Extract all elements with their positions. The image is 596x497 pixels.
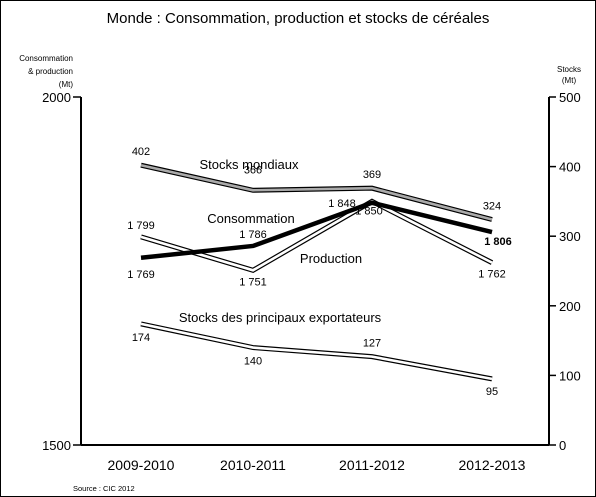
right-tick-label-1: 100: [559, 368, 581, 383]
source-note: Source : CIC 2012: [73, 484, 135, 493]
series-consommation: [140, 200, 493, 261]
line-consommation: [140, 200, 493, 261]
data-label-stocks-mondiaux-2: 369: [363, 169, 381, 181]
axes: 1500 2000 0 100 200 300 400 500 2009-2010 2010-20…: [42, 90, 581, 473]
right-tick-label-0: 0: [559, 438, 566, 453]
left-axis-label-line-2: & production: [28, 67, 73, 76]
data-label-consommation-1: 1 786: [239, 229, 267, 241]
right-tick-label-3: 300: [559, 229, 581, 244]
data-label-consommation-3: 1 806: [484, 236, 512, 248]
left-tick-label-0: 1500: [42, 438, 71, 453]
right-tick-label-5: 500: [559, 90, 581, 105]
left-axis-label-line-3: (Mt): [59, 80, 74, 89]
series-layer: [140, 162, 494, 382]
series-stocks-mondiaux: [140, 162, 493, 222]
x-tick-label-0: 2009-2010: [108, 457, 175, 473]
left-axis-label-line-1: Consommation: [19, 54, 73, 63]
x-tick-label-3: 2012-2013: [459, 457, 526, 473]
data-label-stocks-exportateurs-1: 140: [244, 356, 262, 368]
right-axis-label-line-1: Stocks: [557, 65, 581, 74]
data-label-consommation-0: 1 769: [127, 269, 155, 281]
right-axis-label-line-2: (Mt): [562, 76, 577, 85]
right-axis-label: Stocks (Mt): [557, 65, 581, 85]
right-tick-label-4: 400: [559, 160, 581, 175]
left-tick-label-1: 2000: [42, 90, 71, 105]
data-label-production-1: 1 751: [239, 276, 267, 288]
series-name-stocks-exportateurs: Stocks des principaux exportateurs: [179, 310, 382, 325]
series-stocks-exportateurs: [140, 321, 493, 382]
x-tick-label-1: 2010-2011: [220, 457, 286, 473]
data-label-production-2: 1 850: [355, 205, 383, 217]
line-stocks-mondiaux-fill: [140, 163, 493, 221]
data-label-stocks-mondiaux-1: 366: [244, 164, 262, 176]
series-name-stocks-mondiaux: Stocks mondiaux: [200, 157, 299, 172]
series-name-production: Production: [300, 251, 362, 266]
line-stocks-mondiaux-outline: [140, 162, 493, 222]
x-tick-label-2: 2011-2012: [339, 457, 405, 473]
data-label-stocks-mondiaux-3: 324: [483, 200, 501, 212]
data-label-stocks-exportateurs-0: 174: [132, 332, 150, 344]
data-label-stocks-mondiaux-0: 402: [132, 146, 150, 158]
data-label-production-3: 1 762: [478, 269, 506, 281]
series-name-consommation: Consommation: [207, 211, 294, 226]
data-label-production-0: 1 799: [127, 220, 155, 232]
line-stocks-exportateurs-fill: [140, 322, 493, 381]
right-tick-label-2: 200: [559, 299, 581, 314]
data-label-consommation-2: 1 848: [328, 198, 356, 210]
left-axis-label: Consommation & production (Mt): [19, 54, 73, 89]
chart-title: Monde : Consommation, production et stoc…: [107, 10, 490, 27]
data-label-stocks-exportateurs-3: 95: [486, 386, 498, 398]
data-labels: 402 366 369 324 1 799 1 751 1 850 1 762 1 769 1 7…: [127, 146, 512, 398]
data-label-stocks-exportateurs-2: 127: [363, 338, 381, 350]
